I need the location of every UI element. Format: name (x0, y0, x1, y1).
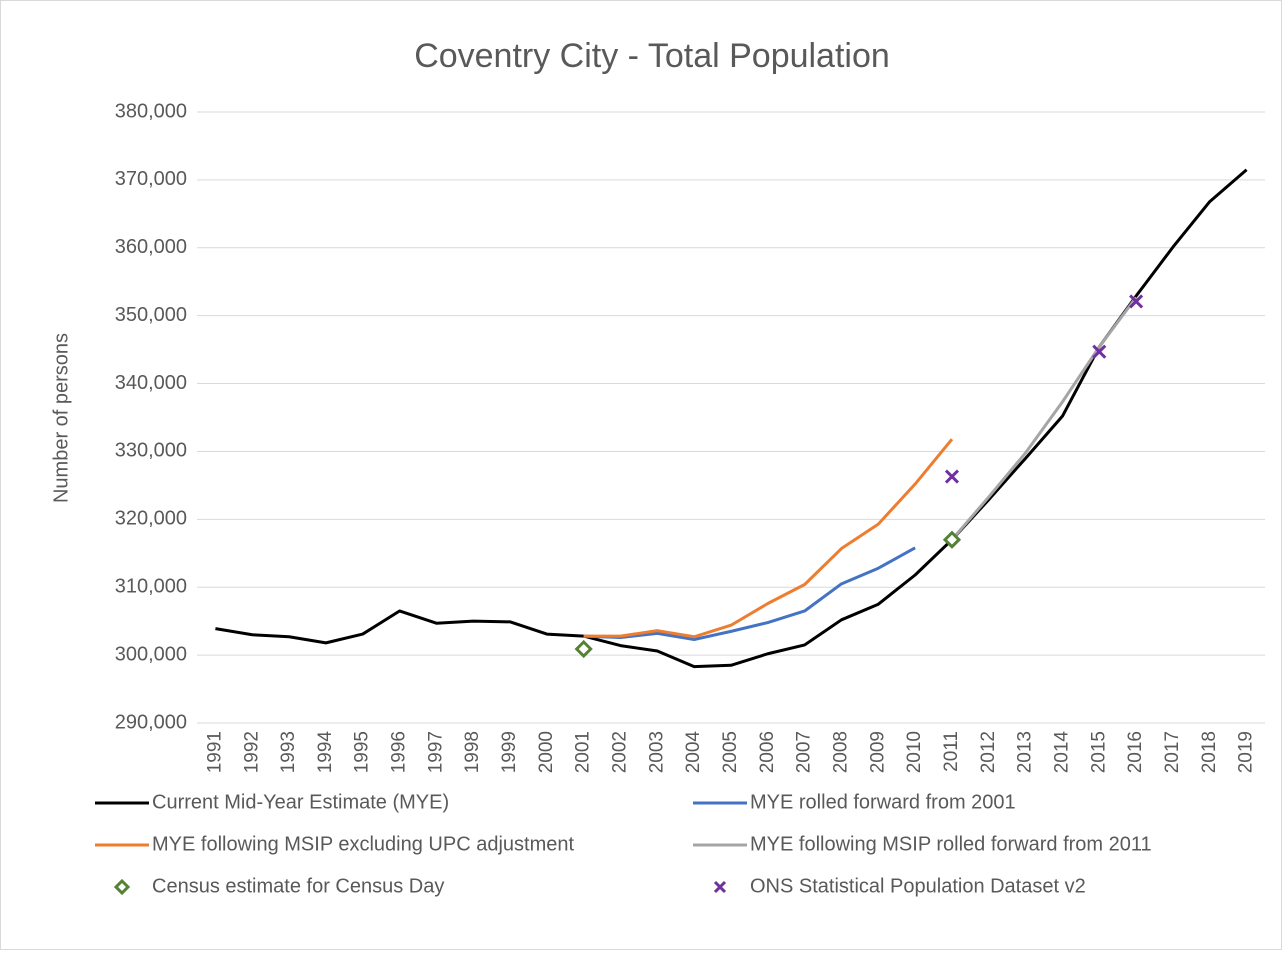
x-tick-label: 2003 (646, 731, 667, 773)
y-tick-label: 340,000 (115, 372, 187, 394)
marker (1129, 294, 1144, 309)
x-tick-label: 2015 (1088, 731, 1109, 773)
x-tick-label: 1991 (204, 731, 225, 773)
x-tick-label: 1996 (389, 731, 410, 773)
x-tick-label: 2013 (1015, 731, 1036, 773)
legend-label: MYE following MSIP excluding UPC adjustm… (152, 833, 574, 855)
y-tick-label: 350,000 (115, 304, 187, 326)
legend-label: MYE rolled forward from 2001 (750, 791, 1016, 813)
x-tick-label: 2006 (757, 731, 778, 773)
x-tick-label: 2008 (830, 731, 851, 773)
x-tick-label: 2011 (941, 731, 962, 772)
x-tick-label: 2010 (904, 731, 925, 773)
x-tick-label: 2007 (794, 731, 815, 773)
x-tick-label: 2002 (610, 731, 631, 773)
x-tick-label: 1997 (425, 731, 446, 773)
y-tick-label: 320,000 (115, 508, 187, 530)
chart-title: Coventry City - Total Population (414, 37, 890, 75)
x-tick-label: 2012 (978, 731, 999, 773)
y-tick-label: 310,000 (115, 576, 187, 598)
series-line (950, 296, 1138, 541)
y-tick-label: 370,000 (115, 168, 187, 190)
y-tick-label: 360,000 (115, 236, 187, 258)
marker (942, 530, 962, 549)
x-tick-label: 1995 (352, 731, 373, 773)
series-line (583, 438, 954, 639)
x-tick-label: 1994 (315, 731, 336, 774)
x-tick-label: 2014 (1051, 731, 1072, 774)
x-tick-label: 2016 (1125, 731, 1146, 773)
legend-label: MYE following MSIP rolled forward from 2… (750, 833, 1152, 855)
x-tick-label: 2019 (1236, 731, 1257, 773)
x-tick-label: 2009 (867, 731, 888, 773)
legend-swatch (113, 878, 131, 896)
legend-label: Census estimate for Census Day (152, 875, 444, 897)
x-tick-label: 2005 (720, 731, 741, 773)
x-tick-label: 2000 (536, 731, 557, 773)
x-tick-label: 2018 (1199, 731, 1220, 773)
y-tick-label: 330,000 (115, 440, 187, 462)
y-axis-label: Number of persons (50, 333, 72, 503)
x-tick-label: 1998 (462, 731, 483, 773)
x-tick-label: 2017 (1162, 731, 1183, 773)
marker (574, 639, 593, 659)
series-line (215, 168, 1248, 669)
y-tick-label: 380,000 (115, 100, 187, 122)
legend-swatch (713, 880, 727, 894)
x-tick-label: 1999 (499, 731, 520, 773)
x-tick-label: 2001 (573, 731, 594, 773)
legend-label: Current Mid-Year Estimate (MYE) (152, 791, 449, 813)
legend-label: ONS Statistical Population Dataset v2 (750, 875, 1086, 897)
x-tick-label: 1992 (241, 731, 262, 773)
marker (944, 469, 960, 484)
y-tick-label: 290,000 (115, 711, 187, 733)
y-tick-label: 300,000 (115, 643, 187, 665)
x-tick-label: 1993 (278, 731, 299, 773)
marker (1092, 344, 1107, 359)
x-tick-label: 2004 (683, 731, 704, 774)
series-line (583, 546, 916, 641)
